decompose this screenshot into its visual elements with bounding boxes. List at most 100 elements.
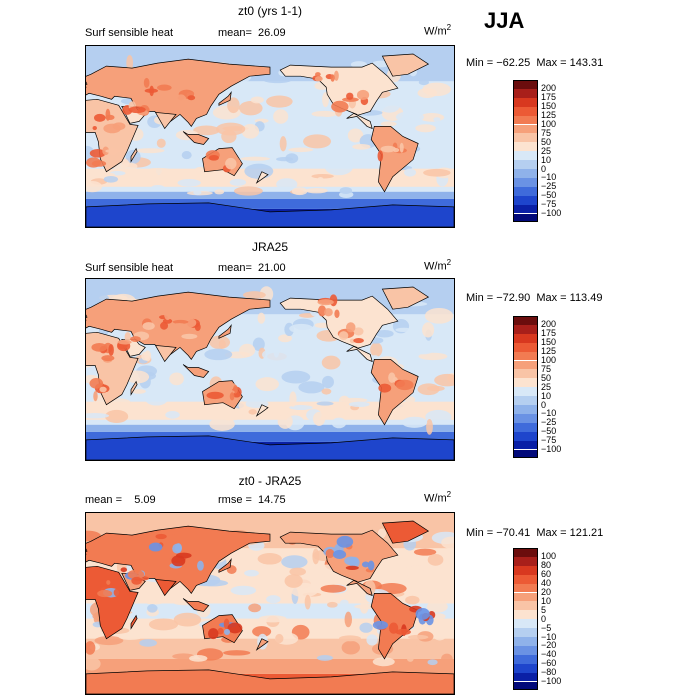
land-anomaly xyxy=(108,147,117,156)
panel-2-title: JRA25 xyxy=(251,240,289,254)
field-blotch xyxy=(340,599,349,606)
land-anomaly xyxy=(336,535,354,548)
field-blotch xyxy=(321,564,333,578)
land-anomaly xyxy=(160,321,169,330)
field-blotch xyxy=(147,604,158,613)
field-blotch xyxy=(242,291,266,299)
field-blotch xyxy=(359,622,373,633)
land-anomaly xyxy=(332,549,347,559)
land-anomaly xyxy=(175,543,182,553)
field-blotch xyxy=(139,639,157,647)
field-blotch xyxy=(422,82,452,97)
field-blotch xyxy=(204,348,233,361)
land-anomaly xyxy=(187,95,196,101)
field-blotch xyxy=(273,109,289,124)
field-blotch xyxy=(230,585,257,596)
continent-outline xyxy=(86,314,88,318)
field-blotch xyxy=(218,339,226,349)
field-blotch xyxy=(180,373,198,388)
land-anomaly xyxy=(314,76,323,82)
colorbar-tick-label: 0 xyxy=(541,399,547,410)
panel-2-mean-text: mean= 21.00 xyxy=(218,262,286,274)
field-blotch xyxy=(257,553,282,565)
land-anomaly xyxy=(113,588,121,597)
field-blotch xyxy=(257,312,266,324)
colorbar-tick-label: 25 xyxy=(541,145,552,156)
colorbar-tick-label: −60 xyxy=(541,658,557,669)
land-anomaly xyxy=(367,560,375,571)
panel-1-map xyxy=(85,45,455,228)
field-blotch xyxy=(311,173,334,179)
land-anomaly xyxy=(127,569,145,580)
colorbar-tick-label: 80 xyxy=(541,560,552,571)
field-blotch xyxy=(259,286,274,303)
panel-3-rmse-text: rmse = 14.75 xyxy=(218,494,286,506)
field-blotch xyxy=(317,393,331,398)
continent-outline xyxy=(346,112,373,130)
land-anomaly xyxy=(97,589,113,598)
field-blotch xyxy=(214,189,225,195)
field-blotch xyxy=(434,594,454,602)
panel-3-mean-text: mean = 5.09 xyxy=(85,494,156,506)
field-blotch xyxy=(165,410,180,419)
field-blotch xyxy=(333,385,349,398)
continent-outline xyxy=(218,324,232,339)
land-anomaly xyxy=(346,322,356,333)
field-blotch xyxy=(158,367,170,380)
land-anomaly xyxy=(197,560,204,571)
continent-outline xyxy=(130,380,138,396)
land-anomaly xyxy=(164,308,172,321)
field-blotch xyxy=(321,355,341,370)
colorbar-tick-label: 125 xyxy=(541,110,557,121)
field-blotch xyxy=(281,370,311,384)
field-blotch xyxy=(239,343,256,357)
field-blotch xyxy=(375,329,394,338)
field-blotch xyxy=(414,644,430,658)
field-blotch xyxy=(86,413,110,419)
field-blotch xyxy=(244,163,274,179)
field-blotch xyxy=(339,187,353,195)
continent-outline xyxy=(182,131,210,145)
field-blotch xyxy=(359,600,369,614)
land-anomaly xyxy=(330,74,335,82)
colorbar-tick-label: 25 xyxy=(541,381,552,392)
field-blotch xyxy=(289,323,314,334)
map-field xyxy=(86,46,454,227)
land-anomaly xyxy=(155,533,167,540)
field-blotch xyxy=(276,178,298,191)
land-anomaly xyxy=(89,148,106,158)
colorbar-tick-label: 50 xyxy=(541,372,552,383)
zonal-band xyxy=(86,638,454,659)
field-blotch xyxy=(131,389,146,394)
field-blotch xyxy=(262,348,292,362)
continent-outline xyxy=(86,669,454,694)
field-blotch xyxy=(325,159,353,176)
land-anomaly xyxy=(378,383,392,393)
land-anomaly xyxy=(317,299,334,306)
field-blotch xyxy=(91,648,114,656)
field-blotch xyxy=(312,548,320,565)
field-blotch xyxy=(194,166,206,173)
land-anomaly xyxy=(206,391,224,400)
colorbar-tick-label: −100 xyxy=(541,208,562,218)
colorbar-tick-label: 10 xyxy=(541,390,552,401)
continent-outline xyxy=(86,565,139,640)
field-blotch xyxy=(284,574,303,588)
field-blotch xyxy=(209,417,235,431)
continent-outline xyxy=(255,171,269,184)
field-blotch xyxy=(404,168,417,177)
land-anomaly xyxy=(99,386,107,393)
field-blotch xyxy=(173,612,202,627)
field-blotch xyxy=(241,123,260,139)
land-anomaly xyxy=(124,331,131,343)
land-anomaly xyxy=(325,548,335,559)
continent-outline xyxy=(86,81,88,85)
continent-outline xyxy=(370,359,419,426)
land-anomaly xyxy=(104,391,109,398)
land-anomaly xyxy=(131,576,142,585)
field-blotch xyxy=(313,411,326,426)
colorbar-tick-label: 75 xyxy=(541,363,552,374)
colorbar-tick-label: −75 xyxy=(541,199,557,210)
panel-1-variable-label: Surf sensible heat xyxy=(85,27,174,39)
land-anomaly xyxy=(89,378,104,389)
